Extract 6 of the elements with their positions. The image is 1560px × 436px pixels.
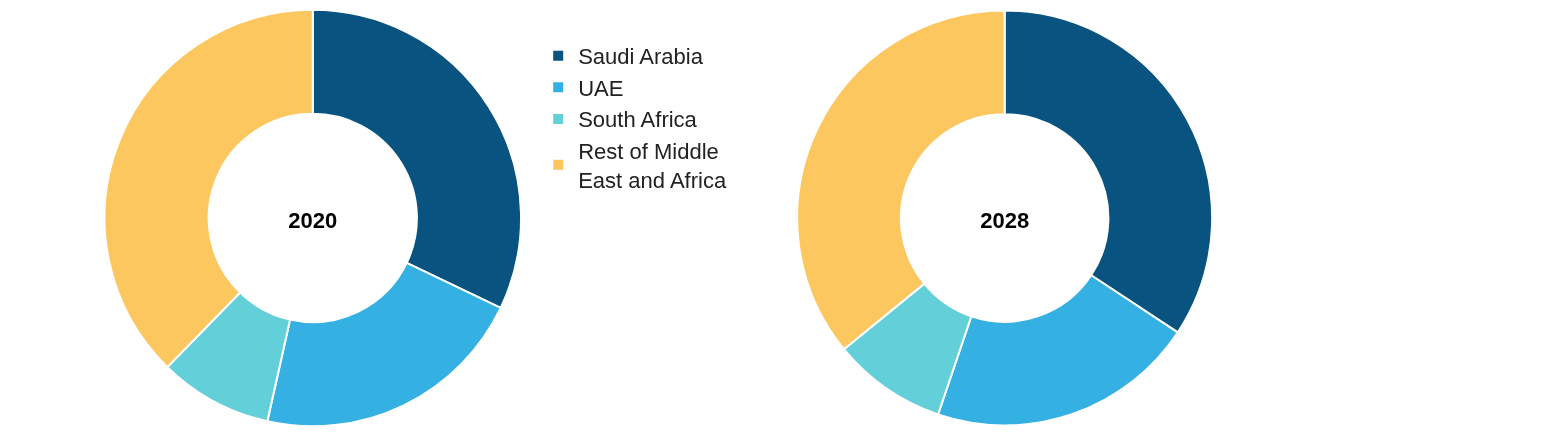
slice-label: 2020 — [288, 207, 338, 233]
legend-label: Rest of Middle East and Africa — [578, 139, 727, 193]
legend-label: Saudi Arabia — [578, 44, 704, 70]
slice-label: 2028 — [980, 207, 1030, 233]
legend-label: South Africa — [578, 107, 698, 133]
legend-label: UAE — [578, 75, 624, 101]
